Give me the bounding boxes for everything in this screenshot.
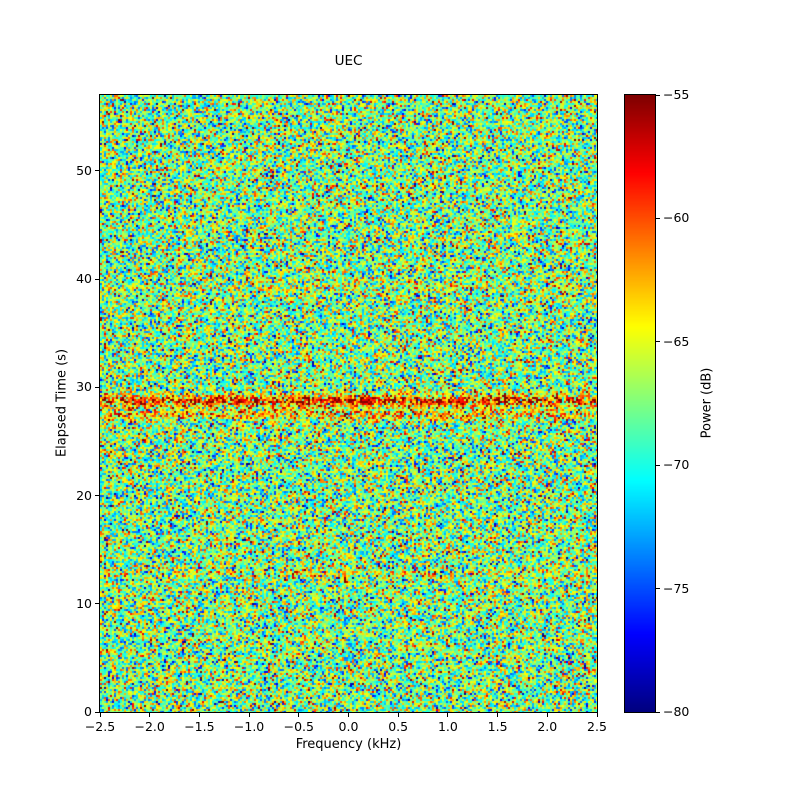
y-tick — [95, 495, 99, 496]
x-tick-label: 0.0 — [338, 719, 359, 734]
colorbar-tick-label: −55 — [663, 87, 690, 102]
colorbar-tick-label: −80 — [663, 704, 690, 719]
chart-title: UEC — [334, 53, 363, 69]
y-tick — [95, 711, 99, 713]
y-tick-label: 0 — [84, 704, 92, 719]
x-tick — [497, 713, 499, 717]
x-tick — [596, 713, 598, 717]
y-tick — [95, 603, 99, 605]
colorbar-label: Power (dB) — [699, 367, 715, 439]
colorbar-tick — [656, 341, 660, 343]
x-tick — [298, 713, 300, 717]
colorbar-tick — [656, 588, 660, 590]
colorbar-tick — [656, 464, 660, 466]
plot-axes-frame — [99, 94, 598, 713]
x-tick-label: 1.0 — [437, 719, 458, 734]
y-tick-label: 30 — [76, 379, 92, 395]
y-tick-label: 10 — [76, 595, 92, 611]
colorbar-tick-label: −75 — [663, 580, 690, 596]
x-tick-label: −0.5 — [283, 719, 314, 734]
x-tick-label: 1.5 — [487, 719, 508, 734]
y-tick — [95, 278, 99, 280]
x-axis-label: Frequency (kHz) — [295, 737, 402, 752]
y-tick — [95, 386, 99, 388]
colorbar-tick-label: −60 — [663, 210, 690, 226]
x-tick — [248, 713, 250, 717]
x-tick — [397, 713, 399, 717]
x-tick — [348, 713, 349, 717]
x-tick-label: −1.5 — [184, 719, 215, 734]
x-tick — [149, 713, 151, 717]
x-tick — [99, 713, 101, 717]
x-tick — [198, 713, 200, 717]
colorbar-gradient — [625, 95, 655, 712]
colorbar-tick — [656, 217, 660, 219]
x-tick-label: −2.0 — [134, 719, 165, 734]
spectrogram-heatmap — [100, 95, 597, 712]
x-tick-label: 0.5 — [388, 719, 409, 734]
x-tick-label: 2.0 — [537, 719, 558, 734]
x-tick — [546, 713, 548, 717]
x-tick-label: 2.5 — [587, 719, 607, 734]
x-tick — [447, 713, 449, 717]
x-tick-label: −2.5 — [84, 719, 116, 734]
y-tick-label: 20 — [76, 487, 92, 503]
x-tick-label: −1.0 — [233, 719, 265, 734]
colorbar-tick — [656, 94, 660, 96]
colorbar-tick — [656, 711, 660, 713]
colorbar-tick-label: −70 — [663, 457, 690, 473]
y-tick — [95, 170, 99, 172]
y-tick-label: 40 — [76, 271, 92, 287]
colorbar-frame — [624, 94, 656, 713]
y-tick-label: 50 — [76, 162, 92, 178]
y-axis-label: Elapsed Time (s) — [54, 348, 70, 458]
colorbar-tick-label: −65 — [663, 333, 690, 349]
